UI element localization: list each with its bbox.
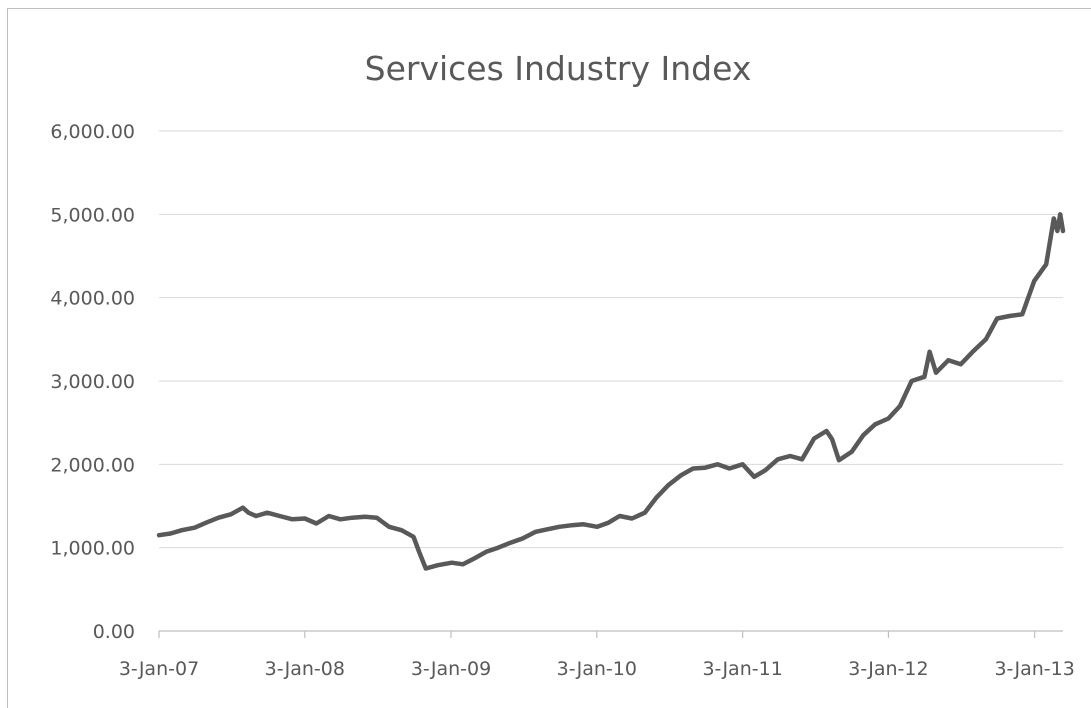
y-tick-label: 4,000.00 xyxy=(50,288,135,310)
x-tick-label: 3-Jan-08 xyxy=(265,658,345,680)
x-tick-label: 3-Jan-13 xyxy=(994,658,1074,680)
chart-area xyxy=(7,8,1091,708)
gridlines xyxy=(159,130,1063,549)
y-tick-label: 5,000.00 xyxy=(50,204,135,226)
x-tick-label: 3-Jan-11 xyxy=(702,658,782,680)
x-tick-label: 3-Jan-12 xyxy=(848,658,928,680)
background-strip xyxy=(0,0,1091,10)
x-tick-label: 3-Jan-10 xyxy=(557,658,637,680)
y-tick-label: 0.00 xyxy=(93,621,135,643)
y-tick-label: 3,000.00 xyxy=(50,371,135,393)
chart-title: Services Industry Index xyxy=(365,49,752,88)
series-line-index xyxy=(156,212,1066,571)
y-tick-label: 6,000.00 xyxy=(50,121,135,143)
x-axis-ticks: 3-Jan-07 3-Jan-08 3-Jan-09 3-Jan-10 3-Jan-11… xyxy=(119,631,1075,680)
y-tick-label: 1,000.00 xyxy=(50,538,135,560)
y-axis-ticks: 0.00 1,000.00 2,000.00 3,000.00 4,000.00 5,00… xyxy=(50,121,135,643)
y-tick-label: 2,000.00 xyxy=(50,454,135,476)
x-tick-label: 3-Jan-07 xyxy=(119,658,199,680)
x-tick-label: 3-Jan-09 xyxy=(411,658,491,680)
